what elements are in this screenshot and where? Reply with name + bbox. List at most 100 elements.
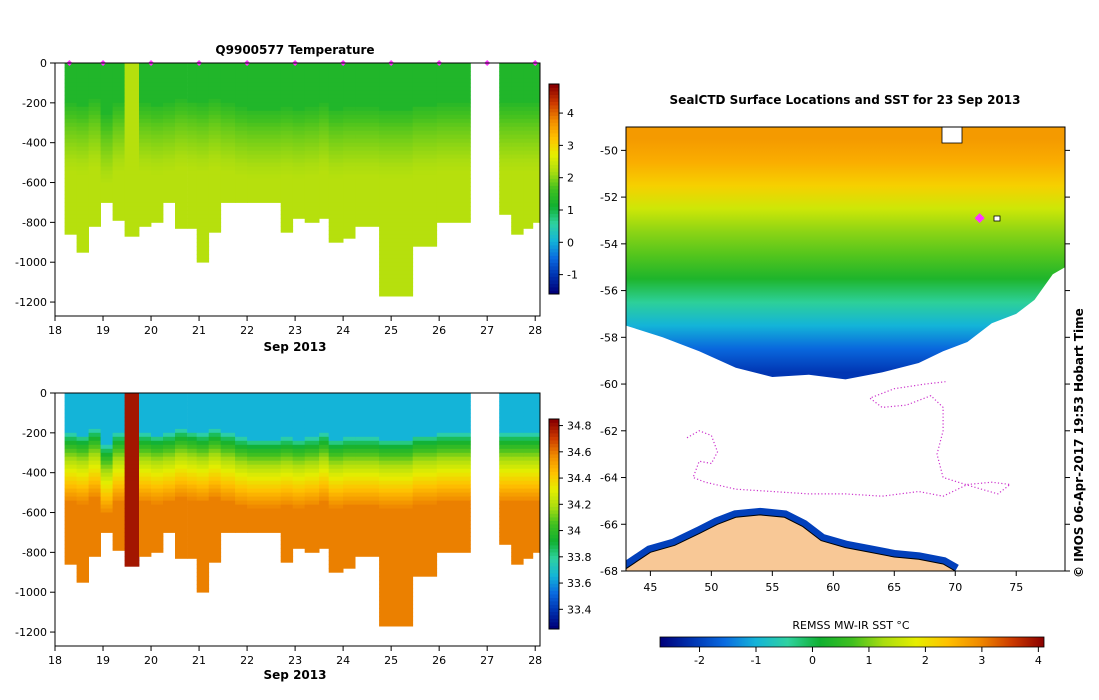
section-cell	[499, 464, 512, 470]
section-cell	[196, 162, 210, 167]
section-cell	[88, 110, 101, 116]
section-cell	[208, 162, 222, 167]
section-cell	[220, 138, 236, 144]
section-cell	[532, 492, 541, 497]
section-cell	[247, 138, 282, 144]
section-cell	[112, 186, 125, 191]
section-cell	[532, 405, 541, 410]
section-cell	[532, 440, 541, 446]
section-cell	[175, 78, 188, 84]
section-cell	[76, 568, 89, 573]
section-cell	[112, 532, 125, 537]
section-cell	[412, 524, 438, 529]
section-cell	[88, 194, 101, 199]
section-cell	[175, 190, 188, 195]
section-cell	[355, 476, 380, 482]
section-cell	[511, 94, 524, 100]
section-cell	[499, 138, 512, 144]
section-cell	[355, 480, 380, 486]
section-cell	[196, 500, 210, 505]
section-cell	[379, 126, 414, 132]
section-cell	[343, 548, 356, 553]
section-cell	[532, 86, 541, 92]
section-cell	[235, 476, 248, 482]
section-cell	[187, 540, 198, 545]
colorbar-segment	[549, 464, 559, 469]
section-cell	[175, 154, 188, 159]
section-cell	[247, 142, 282, 148]
colorbar-segment	[549, 133, 559, 137]
section-cell	[412, 154, 438, 159]
section-cell	[163, 397, 176, 402]
section-cell	[379, 214, 414, 219]
section-cell	[280, 186, 294, 191]
section-cell	[304, 436, 320, 442]
salinity-x-axis: 18 19 20 21 22 23 24 25 26 27 28	[48, 646, 542, 667]
section-cell	[343, 468, 356, 474]
section-cell	[328, 536, 344, 541]
section-cell	[436, 178, 471, 183]
section-cell	[112, 488, 125, 493]
section-cell	[151, 472, 164, 478]
section-cell	[343, 536, 356, 541]
section-cell	[88, 416, 101, 422]
section-cell	[280, 496, 294, 501]
section-cell	[379, 158, 414, 163]
map-y-tick-label: -62	[600, 425, 618, 438]
section-cell	[235, 524, 248, 529]
section-cell	[88, 178, 101, 183]
section-cell	[511, 480, 524, 486]
section-cell	[436, 186, 471, 191]
section-cell	[328, 436, 344, 442]
section-cell	[328, 174, 344, 179]
colorbar-segment	[549, 531, 559, 535]
section-cell	[292, 412, 306, 418]
section-cell	[187, 532, 198, 537]
section-cell	[280, 460, 294, 466]
section-cell	[208, 82, 222, 88]
section-cell	[499, 82, 512, 88]
sst-colorbar-label: REMSS MW-IR SST °C	[792, 619, 910, 632]
section-cell	[532, 480, 541, 486]
section-cell	[196, 496, 210, 501]
section-cell	[343, 63, 356, 68]
section-cell	[436, 405, 471, 410]
section-cell	[523, 436, 534, 442]
section-cell	[64, 464, 77, 470]
section-cell	[499, 405, 512, 410]
section-cell	[343, 226, 356, 231]
section-cell	[412, 448, 438, 454]
section-cell	[175, 182, 188, 187]
section-cell	[511, 444, 524, 450]
section-cell	[235, 198, 248, 203]
section-cell	[499, 146, 512, 152]
section-cell	[163, 412, 176, 418]
section-cell	[280, 82, 294, 88]
section-cell	[64, 552, 77, 557]
section-cell	[124, 476, 140, 482]
colorbar-segment	[549, 259, 559, 263]
section-cell	[412, 182, 438, 187]
section-cell	[112, 218, 125, 221]
section-cell	[511, 488, 524, 493]
section-cell	[139, 166, 152, 171]
section-cell	[343, 106, 356, 112]
section-cell	[511, 230, 524, 235]
colorbar-segment	[549, 471, 559, 476]
section-cell	[196, 584, 210, 589]
section-cell	[220, 528, 236, 533]
section-cell	[76, 420, 89, 426]
section-cell	[64, 67, 77, 72]
section-cell	[208, 106, 222, 112]
section-cell	[355, 488, 380, 493]
section-cell	[175, 397, 188, 402]
section-cell	[112, 94, 125, 100]
section-cell	[88, 496, 101, 501]
section-cell	[76, 412, 89, 418]
section-cell	[436, 492, 471, 497]
section-cell	[196, 214, 210, 219]
section-cell	[208, 71, 222, 76]
section-cell	[436, 520, 471, 525]
section-cell	[112, 190, 125, 195]
section-cell	[100, 412, 113, 418]
